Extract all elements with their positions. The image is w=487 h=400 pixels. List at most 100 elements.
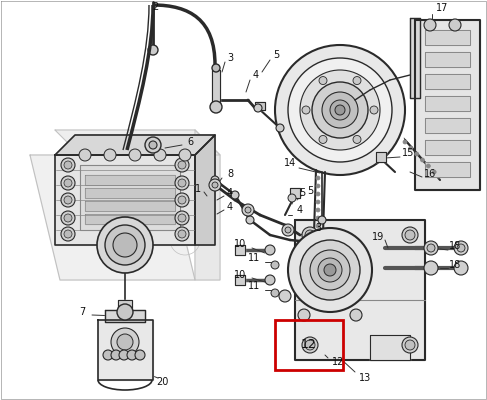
Polygon shape	[98, 320, 153, 380]
Circle shape	[409, 146, 413, 150]
Circle shape	[212, 182, 218, 188]
Text: 19: 19	[372, 232, 384, 242]
Text: 5: 5	[299, 188, 305, 198]
Circle shape	[324, 264, 336, 276]
Circle shape	[117, 334, 133, 350]
Polygon shape	[85, 175, 175, 185]
Text: 15: 15	[402, 148, 414, 158]
Polygon shape	[410, 18, 420, 98]
Circle shape	[61, 211, 75, 225]
Text: 7: 7	[79, 307, 85, 317]
Circle shape	[209, 179, 221, 191]
Polygon shape	[370, 335, 410, 360]
Circle shape	[175, 176, 189, 190]
Circle shape	[242, 204, 254, 216]
Circle shape	[316, 176, 320, 180]
Text: 14: 14	[284, 158, 296, 168]
Text: 4: 4	[253, 70, 259, 80]
Text: 20: 20	[156, 377, 168, 387]
Circle shape	[316, 240, 320, 244]
Polygon shape	[85, 214, 175, 224]
Circle shape	[370, 106, 378, 114]
Circle shape	[148, 45, 158, 55]
Circle shape	[420, 158, 425, 162]
Circle shape	[111, 350, 121, 360]
Circle shape	[298, 309, 310, 321]
Circle shape	[145, 137, 161, 153]
Circle shape	[288, 194, 296, 202]
Circle shape	[424, 19, 436, 31]
Text: 11: 11	[248, 281, 260, 291]
Circle shape	[424, 261, 438, 275]
Circle shape	[61, 193, 75, 207]
Circle shape	[127, 350, 137, 360]
Circle shape	[175, 193, 189, 207]
Polygon shape	[195, 135, 215, 245]
Circle shape	[64, 230, 72, 238]
Polygon shape	[212, 70, 220, 105]
Polygon shape	[235, 245, 245, 255]
Circle shape	[414, 152, 419, 156]
Polygon shape	[105, 310, 145, 322]
Circle shape	[350, 309, 362, 321]
Circle shape	[79, 149, 91, 161]
Circle shape	[64, 196, 72, 204]
Circle shape	[210, 101, 222, 113]
Circle shape	[231, 191, 239, 199]
Circle shape	[179, 149, 191, 161]
Circle shape	[175, 158, 189, 172]
Circle shape	[105, 225, 145, 265]
Circle shape	[276, 124, 284, 132]
Circle shape	[178, 214, 186, 222]
Polygon shape	[425, 162, 470, 177]
Text: 8: 8	[227, 169, 233, 179]
Circle shape	[212, 64, 220, 72]
Polygon shape	[255, 102, 265, 110]
Circle shape	[426, 164, 431, 168]
Text: 18: 18	[449, 241, 461, 251]
Text: 12: 12	[301, 338, 317, 352]
Polygon shape	[425, 118, 470, 133]
Polygon shape	[55, 135, 215, 155]
Circle shape	[457, 244, 465, 252]
Text: 18: 18	[449, 260, 461, 270]
Circle shape	[64, 214, 72, 222]
Circle shape	[97, 217, 153, 273]
Circle shape	[353, 76, 361, 84]
Circle shape	[113, 233, 137, 257]
Circle shape	[61, 176, 75, 190]
Polygon shape	[85, 201, 175, 211]
Circle shape	[318, 258, 342, 282]
Circle shape	[330, 100, 350, 120]
Circle shape	[322, 92, 358, 128]
Circle shape	[288, 58, 392, 162]
Circle shape	[316, 184, 320, 188]
Polygon shape	[290, 188, 300, 198]
Text: 5: 5	[307, 186, 313, 196]
Circle shape	[61, 158, 75, 172]
Circle shape	[316, 192, 320, 196]
Polygon shape	[55, 155, 195, 245]
Circle shape	[141, 146, 169, 174]
Circle shape	[402, 227, 418, 243]
Circle shape	[454, 241, 468, 255]
Polygon shape	[425, 140, 470, 155]
Text: 1: 1	[195, 184, 201, 194]
Circle shape	[316, 232, 320, 236]
Circle shape	[265, 245, 275, 255]
Circle shape	[175, 227, 189, 241]
Circle shape	[116, 146, 144, 174]
Circle shape	[353, 136, 361, 144]
Circle shape	[449, 19, 461, 31]
Circle shape	[427, 244, 435, 252]
Circle shape	[405, 230, 415, 240]
Text: 12: 12	[332, 357, 344, 367]
Polygon shape	[425, 96, 470, 111]
Circle shape	[175, 211, 189, 225]
Circle shape	[111, 328, 139, 356]
Text: 4: 4	[227, 202, 233, 212]
Circle shape	[178, 179, 186, 187]
Circle shape	[64, 179, 72, 187]
Text: 5: 5	[273, 50, 279, 60]
Circle shape	[119, 350, 129, 360]
